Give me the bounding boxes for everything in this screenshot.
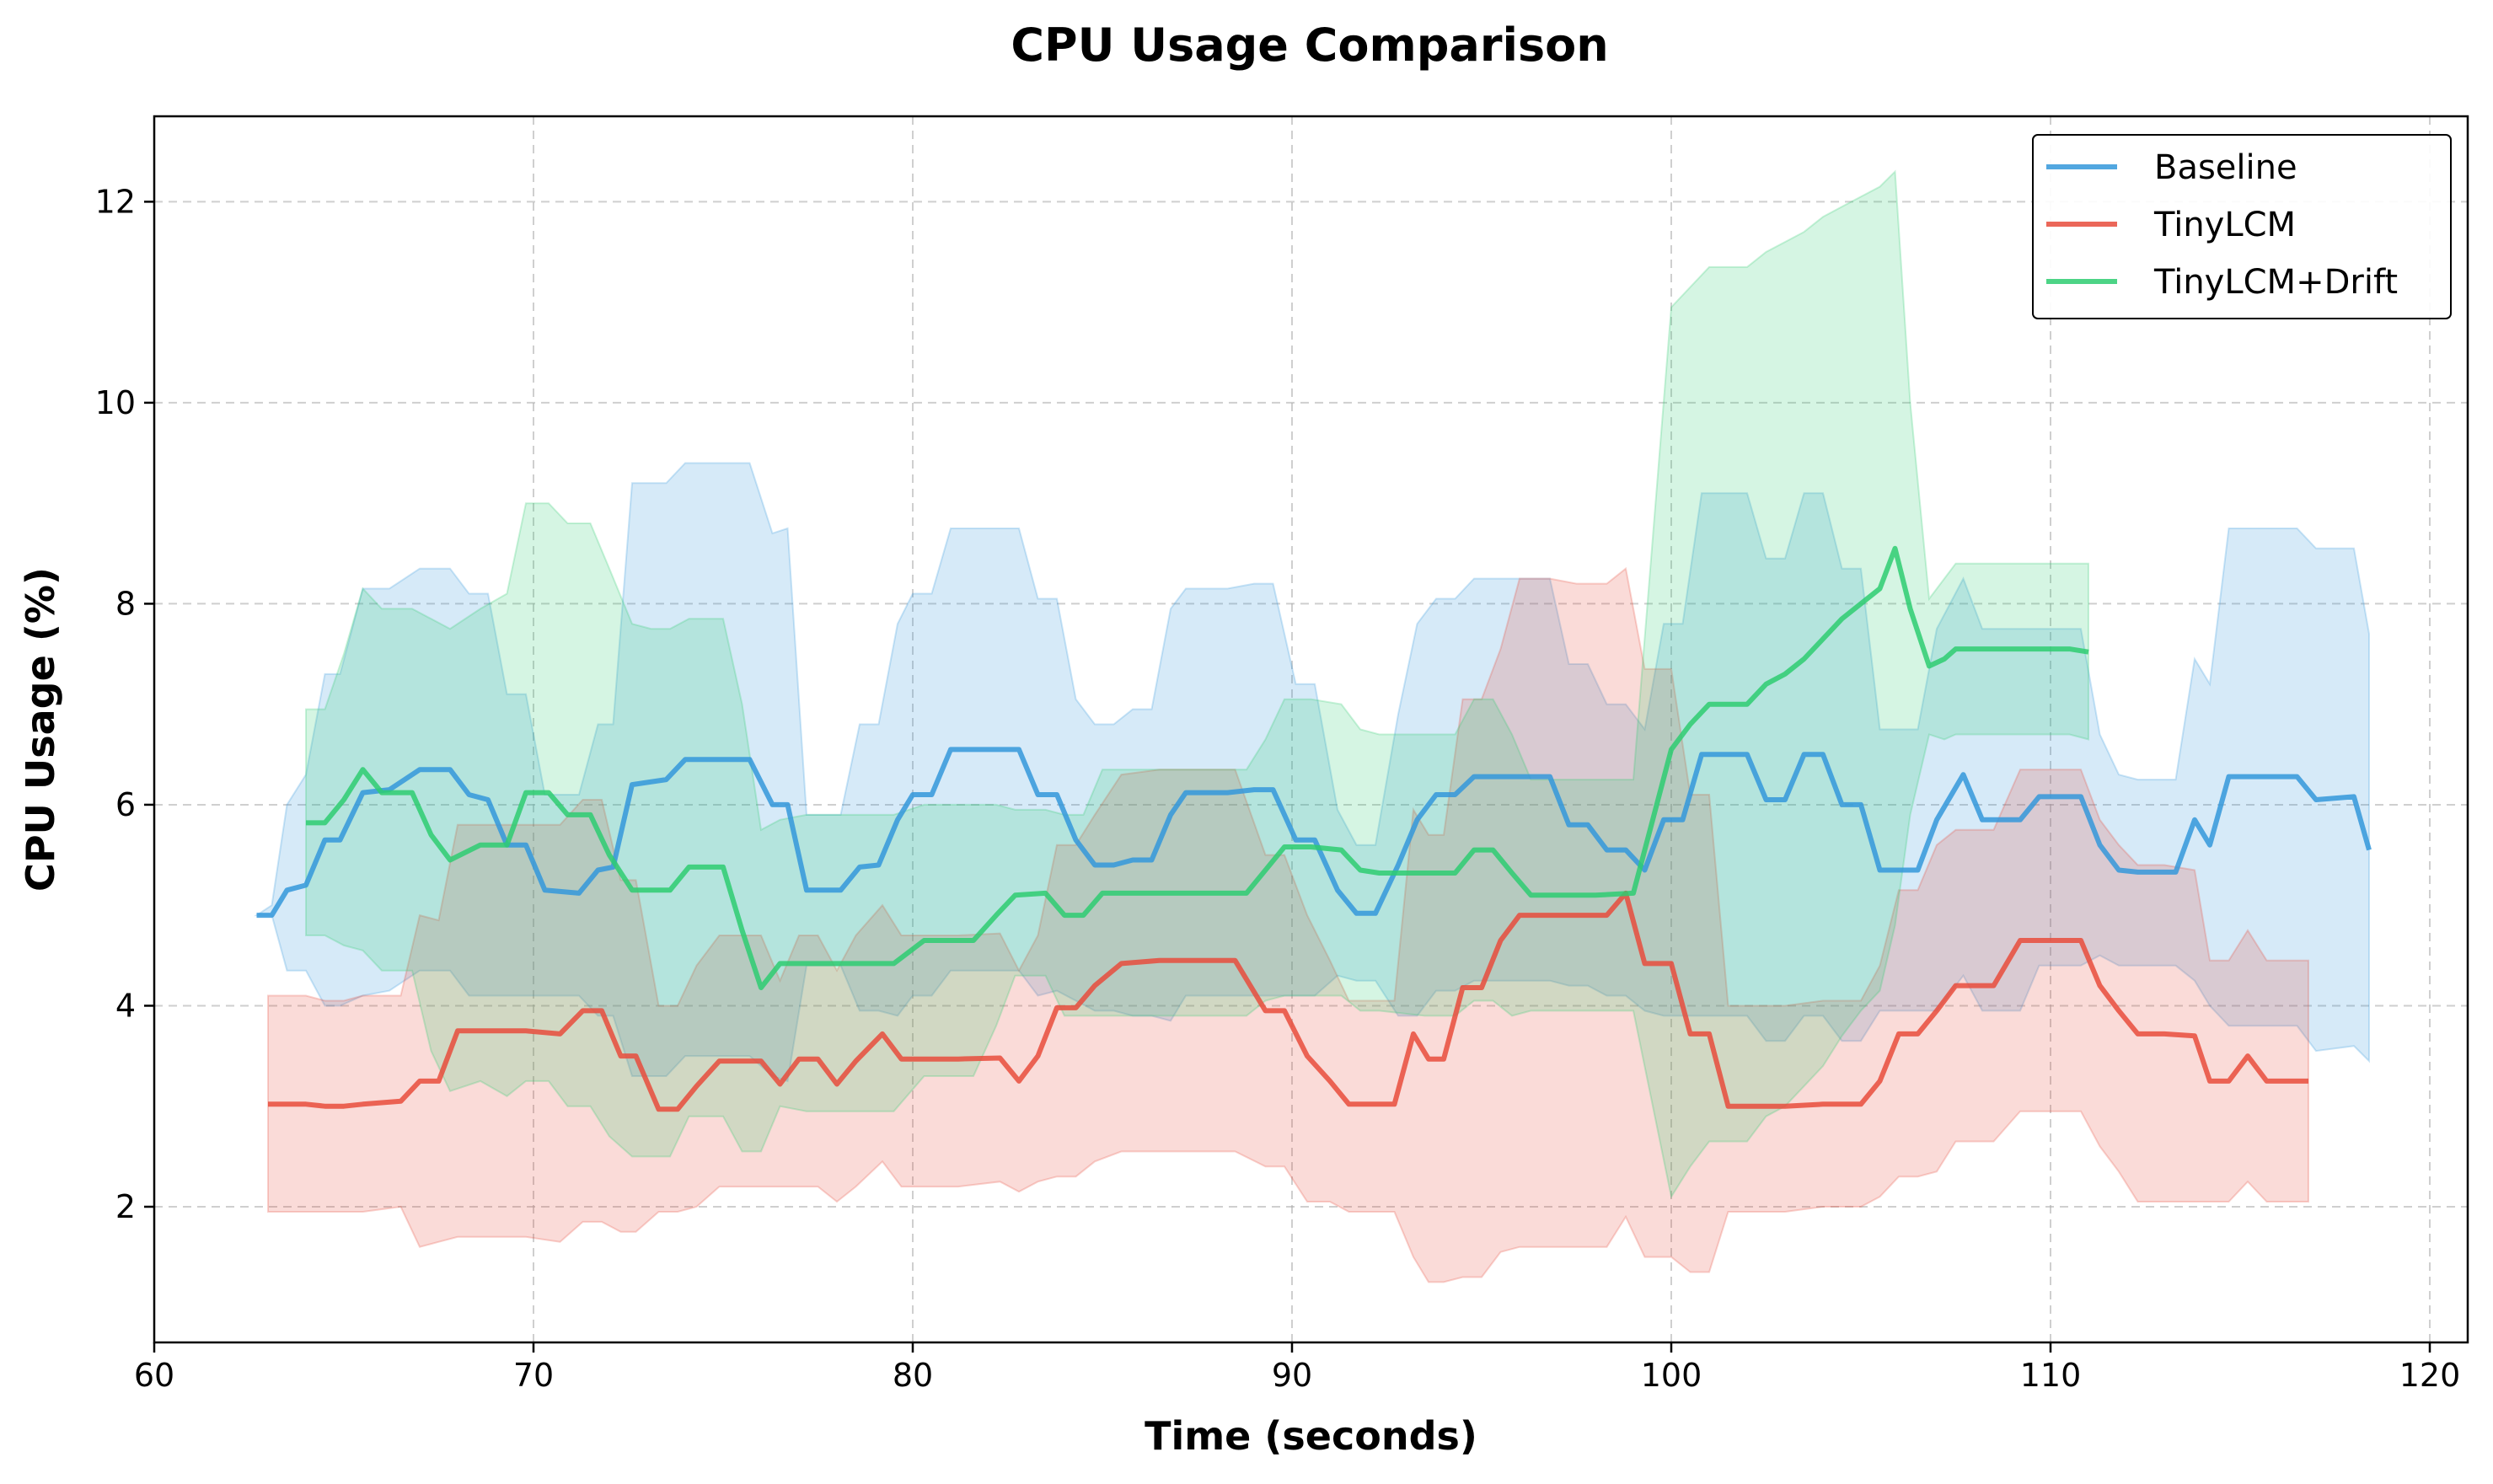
band-series-2 xyxy=(305,169,2089,1199)
legend: Baseline TinyLCM TinyLCM+Drift xyxy=(2032,134,2452,319)
line-series-2 xyxy=(306,545,2089,990)
axis-ticks: 60 70 80 90 100 110 120 2 4 6 8 10 12 xyxy=(95,183,2461,1394)
legend-box xyxy=(2032,134,2452,319)
x-axis-label: Time (seconds) xyxy=(1145,1413,1477,1459)
line-series-0 xyxy=(256,747,2372,919)
legend-label: TinyLCM xyxy=(2153,206,2296,244)
y-tick-label: 2 xyxy=(115,1188,136,1225)
y-tick-label: 4 xyxy=(115,987,136,1024)
x-tick-label: 70 xyxy=(513,1357,554,1394)
legend-label: TinyLCM+Drift xyxy=(2153,263,2398,302)
legend-label: Baseline xyxy=(2154,148,2297,187)
plot-area-frame xyxy=(153,115,2469,1344)
y-tick-label: 10 xyxy=(95,384,136,421)
y-axis-label: CPU Usage (%) xyxy=(18,567,63,892)
x-tick-label: 60 xyxy=(134,1357,174,1394)
y-tick-label: 6 xyxy=(115,786,136,823)
y-tick-label: 8 xyxy=(115,585,136,622)
x-tick-label: 100 xyxy=(1641,1357,1702,1394)
x-tick-label: 120 xyxy=(2399,1357,2461,1394)
y-tick-label: 12 xyxy=(95,183,136,220)
line-series-1 xyxy=(268,890,2308,1112)
chart-title: CPU Usage Comparison xyxy=(1011,19,1608,72)
x-tick-label: 80 xyxy=(893,1357,933,1394)
series-lines xyxy=(256,545,2372,1112)
x-tick-label: 90 xyxy=(1272,1357,1312,1394)
x-tick-label: 110 xyxy=(2020,1357,2082,1394)
